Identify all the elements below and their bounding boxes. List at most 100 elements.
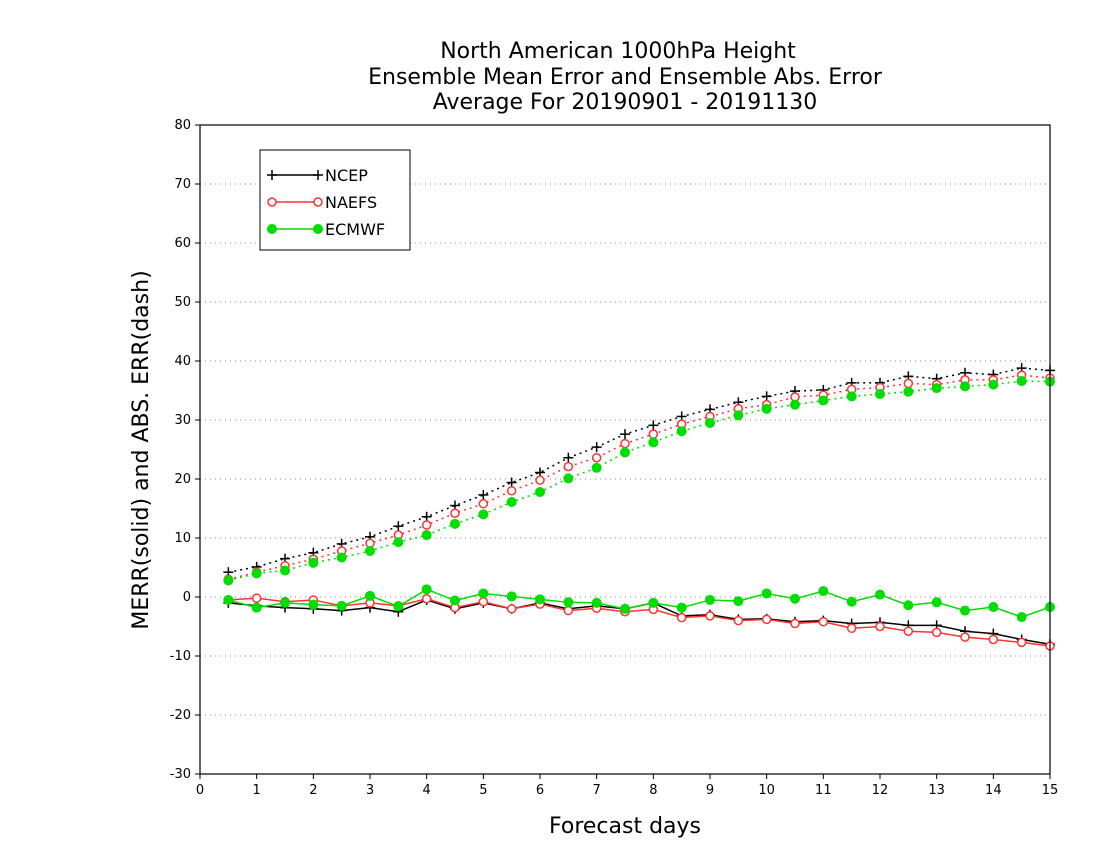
data-point-abs-err-naefs	[535, 475, 545, 485]
x-axis-label: Forecast days	[549, 814, 701, 839]
data-point-abs-err-ecmwf	[591, 462, 602, 473]
data-point-merr-ecmwf	[705, 594, 715, 605]
data-point-merr-ecmwf	[648, 597, 659, 608]
data-point-merr-ecmwf	[421, 584, 432, 595]
x-tick-label: 7	[593, 783, 601, 798]
data-point-merr-ecmwf	[591, 597, 602, 608]
chart-title-line-3: Average For 20190901 - 20191130	[433, 90, 818, 115]
data-point-abs-err-ecmwf	[308, 557, 319, 568]
data-point-abs-err-ecmwf	[280, 565, 290, 576]
y-tick-label: 30	[174, 413, 191, 428]
data-point-abs-err-ncep	[421, 511, 432, 522]
data-point-merr-ecmwf	[733, 596, 744, 607]
data-point-abs-err-ncep	[761, 391, 772, 402]
y-tick-label: 50	[174, 295, 191, 310]
legend-marker-ecmwf	[267, 224, 277, 234]
data-point-abs-err-ecmwf	[761, 403, 772, 414]
data-point-merr-naefs	[251, 593, 262, 603]
data-point-abs-err-ecmwf	[648, 437, 659, 448]
data-point-abs-err-ecmwf	[393, 537, 404, 548]
data-point-merr-naefs	[705, 611, 715, 621]
chart-title: North American 1000hPa Height Ensemble M…	[368, 39, 883, 115]
data-point-abs-err-ncep	[478, 489, 489, 500]
data-point-merr-naefs	[960, 632, 970, 642]
legend-label-ncep: NCEP	[325, 166, 368, 185]
data-point-merr-ecmwf	[846, 596, 857, 607]
x-tick-label: 15	[1042, 783, 1059, 798]
data-point-abs-err-ecmwf	[563, 473, 574, 484]
y-tick-label: -30	[170, 767, 191, 782]
data-point-abs-err-ecmwf	[931, 383, 942, 394]
legend-marker-ncep	[313, 170, 323, 180]
data-point-merr-ecmwf	[308, 599, 319, 610]
series-line-abs-err-ncep	[228, 367, 1051, 573]
data-point-abs-err-naefs	[421, 520, 432, 530]
y-tick-label: -20	[170, 708, 191, 723]
data-point-merr-naefs	[846, 623, 857, 634]
data-point-abs-err-ecmwf	[450, 518, 460, 529]
x-tick-label: 6	[536, 783, 544, 798]
data-point-abs-err-ecmwf	[818, 395, 829, 406]
data-point-merr-ecmwf	[393, 601, 404, 612]
x-tick-label: 4	[423, 783, 431, 798]
data-point-merr-ecmwf	[563, 597, 574, 608]
data-point-abs-err-ecmwf	[733, 410, 744, 421]
data-point-abs-err-ncep	[620, 429, 630, 440]
data-point-merr-ecmwf	[903, 600, 914, 611]
legend-marker-naefs	[313, 197, 323, 207]
legend-label-ecmwf: ECMWF	[325, 220, 385, 239]
data-point-merr-naefs	[903, 626, 914, 636]
chart-title-line-1: North American 1000hPa Height	[440, 39, 796, 64]
data-point-merr-ecmwf	[818, 586, 829, 597]
data-point-abs-err-ecmwf	[846, 391, 857, 402]
data-point-abs-err-ecmwf	[223, 575, 234, 586]
data-point-abs-err-ncep	[393, 521, 404, 532]
series-layer	[223, 363, 1055, 651]
data-point-abs-err-ecmwf	[960, 381, 970, 392]
data-point-merr-ecmwf	[478, 588, 489, 599]
data-point-merr-naefs	[478, 596, 489, 607]
data-point-merr-ecmwf	[931, 597, 942, 608]
data-point-merr-naefs	[761, 614, 772, 625]
data-point-abs-err-ncep	[563, 452, 574, 463]
legend-marker-ecmwf	[313, 224, 323, 234]
x-tick-label: 5	[479, 783, 487, 798]
data-point-merr-ecmwf	[790, 593, 800, 604]
plot-frame	[199, 124, 1051, 775]
data-point-abs-err-ecmwf	[336, 552, 347, 563]
y-tick-label: 80	[174, 118, 191, 133]
x-tick-label: 8	[649, 783, 657, 798]
legend-label-naefs: NAEFS	[325, 193, 377, 212]
data-point-merr-ecmwf	[251, 602, 262, 613]
data-point-merr-naefs	[733, 615, 744, 626]
x-tick-label: 11	[815, 783, 832, 798]
data-point-abs-err-naefs	[903, 378, 914, 389]
x-tick-label: 12	[872, 783, 889, 798]
data-point-merr-ecmwf	[620, 603, 630, 614]
x-tick-label: 13	[928, 783, 945, 798]
series-line-abs-err-naefs	[228, 374, 1051, 581]
data-point-merr-ecmwf	[535, 594, 545, 605]
data-point-merr-naefs	[875, 621, 885, 632]
legend-marker-naefs	[267, 197, 277, 207]
y-tick-label: 40	[174, 354, 191, 369]
data-point-abs-err-ecmwf	[535, 486, 545, 497]
data-point-merr-naefs	[931, 627, 942, 638]
data-point-abs-err-ncep	[591, 442, 602, 453]
data-point-abs-err-ncep	[506, 477, 517, 488]
data-point-abs-err-naefs	[591, 453, 602, 463]
data-point-merr-naefs	[421, 594, 432, 604]
x-tick-label: 10	[758, 783, 775, 798]
data-point-merr-naefs	[818, 617, 829, 627]
y-tick-label: 60	[174, 236, 191, 251]
data-point-merr-ecmwf	[280, 597, 290, 608]
x-tick-label: 1	[253, 783, 261, 798]
y-tick-label: 0	[183, 590, 191, 605]
data-point-abs-err-ecmwf	[875, 389, 885, 400]
y-tick-label: 70	[174, 177, 191, 192]
x-tick-label: 14	[985, 783, 1002, 798]
data-point-merr-ecmwf	[1016, 612, 1027, 623]
x-tick-label: 2	[309, 783, 317, 798]
